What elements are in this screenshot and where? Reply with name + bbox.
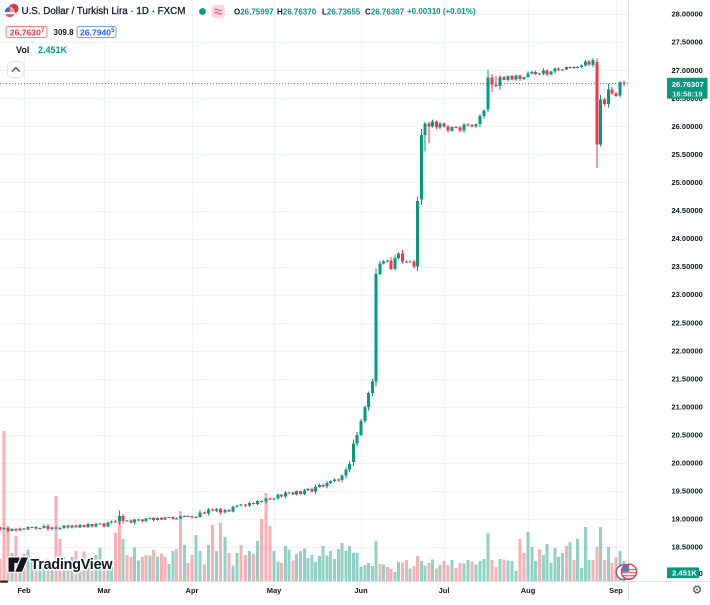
svg-text:Vol: Vol (16, 45, 29, 55)
svg-text:26.79405: 26.79405 (80, 27, 115, 38)
svg-text:28.00000: 28.00000 (672, 10, 703, 19)
svg-text:C26.76307: C26.76307 (365, 7, 405, 16)
svg-text:H26.76370: H26.76370 (277, 7, 317, 16)
svg-text:May: May (267, 586, 282, 595)
svg-text:23.00000: 23.00000 (672, 290, 703, 299)
svg-text:18.50000: 18.50000 (672, 543, 703, 552)
svg-text:Feb: Feb (17, 586, 31, 595)
svg-text:Mar: Mar (97, 586, 110, 595)
svg-text:24.50000: 24.50000 (672, 206, 703, 215)
svg-text:21.50000: 21.50000 (672, 374, 703, 383)
svg-text:26.00000: 26.00000 (672, 122, 703, 131)
svg-text:24.00000: 24.00000 (672, 234, 703, 243)
svg-text:22.50000: 22.50000 (672, 318, 703, 327)
svg-text:25.00000: 25.00000 (672, 178, 703, 187)
svg-text:TradingView: TradingView (31, 557, 114, 573)
svg-text:U.S. Dollar / Turkish Lira · 1: U.S. Dollar / Turkish Lira · 1D · FXCM (22, 6, 186, 17)
svg-text:Sep: Sep (609, 586, 623, 595)
svg-text:Jul: Jul (439, 586, 450, 595)
svg-text:16:58:19: 16:58:19 (672, 89, 702, 98)
svg-text:26.76307: 26.76307 (672, 80, 704, 89)
svg-text:25.50000: 25.50000 (672, 150, 703, 159)
svg-text:Jun: Jun (354, 586, 368, 595)
svg-text:20.00000: 20.00000 (672, 459, 703, 468)
svg-text:L26.73655: L26.73655 (322, 7, 361, 16)
svg-text:21.00000: 21.00000 (672, 402, 703, 411)
svg-text:20.50000: 20.50000 (672, 430, 703, 439)
svg-text:26.76307: 26.76307 (10, 27, 45, 38)
svg-text:23.50000: 23.50000 (672, 262, 703, 271)
svg-text:Aug: Aug (521, 586, 536, 595)
svg-text:19.00000: 19.00000 (672, 515, 703, 524)
svg-text:27.50000: 27.50000 (672, 38, 703, 47)
svg-text:O26.75997: O26.75997 (234, 7, 274, 16)
svg-text:19.50000: 19.50000 (672, 487, 703, 496)
svg-text:2.451K: 2.451K (38, 45, 68, 55)
svg-text:22.00000: 22.00000 (672, 346, 703, 355)
svg-text:Apr: Apr (186, 586, 199, 595)
svg-text:2.451K: 2.451K (672, 569, 697, 578)
svg-text:309.8: 309.8 (54, 28, 75, 37)
svg-text:+0.00310 (+0.01%): +0.00310 (+0.01%) (407, 7, 476, 16)
svg-text:27.00000: 27.00000 (672, 66, 703, 75)
